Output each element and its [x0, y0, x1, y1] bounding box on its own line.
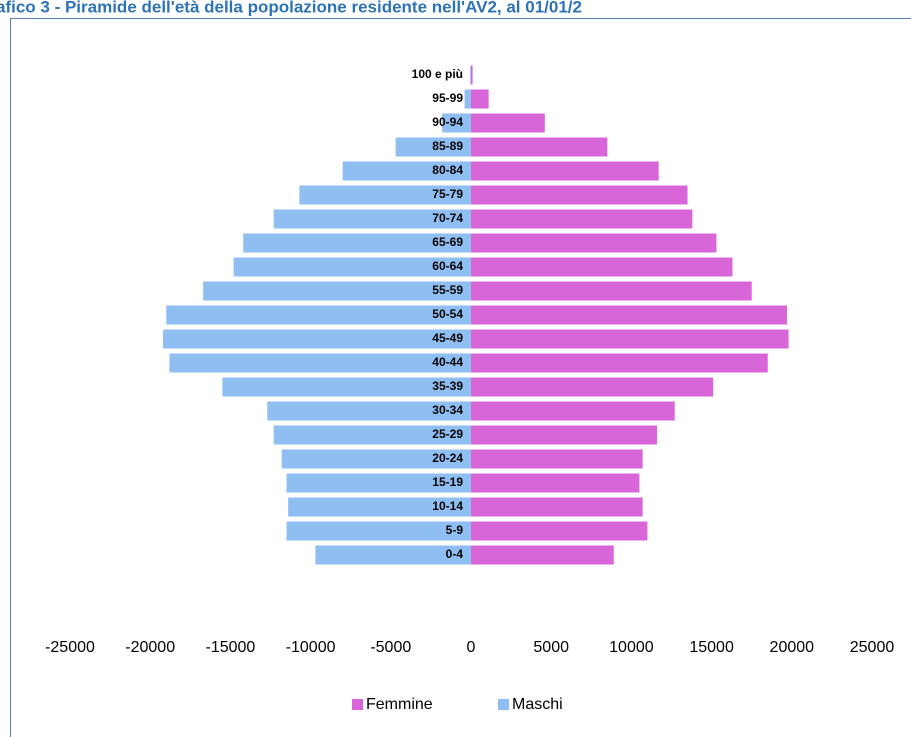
category-label: 45-49 [432, 331, 463, 345]
bar [471, 497, 643, 517]
bar [471, 137, 608, 157]
bar [288, 497, 471, 517]
bar [471, 545, 614, 565]
category-label: 95-99 [432, 91, 463, 105]
category-label: 100 e più [412, 67, 463, 81]
category-label: 15-19 [432, 475, 463, 489]
bar [299, 185, 471, 205]
bar [203, 281, 471, 301]
category-label: 30-34 [432, 403, 463, 417]
bar [163, 329, 472, 349]
legend-swatch [498, 699, 509, 710]
bar [267, 401, 471, 421]
bar [471, 185, 688, 205]
bar [471, 65, 473, 85]
bar [166, 305, 472, 325]
bar [464, 89, 471, 109]
category-label: 75-79 [432, 187, 463, 201]
category-label: 5-9 [446, 523, 464, 537]
x-tick-label: -25000 [45, 639, 95, 656]
bar [471, 281, 752, 301]
bar [471, 449, 643, 469]
bar [471, 161, 659, 181]
x-tick-label: -10000 [286, 639, 336, 656]
category-label: 25-29 [432, 427, 463, 441]
x-tick-label: 0 [467, 639, 476, 656]
category-label: 90-94 [432, 115, 463, 129]
bar [471, 425, 658, 445]
bar [471, 377, 714, 397]
bar [342, 161, 471, 181]
x-tick-label: 25000 [850, 639, 895, 656]
bar [442, 113, 471, 133]
bar [471, 353, 768, 373]
x-tick-label: -5000 [370, 639, 411, 656]
category-label: 55-59 [432, 283, 463, 297]
bar [273, 425, 471, 445]
bar [222, 377, 471, 397]
bar [315, 545, 471, 565]
legend-swatch [352, 699, 363, 710]
bar [470, 65, 471, 85]
category-label: 60-64 [432, 259, 463, 273]
bar [471, 401, 675, 421]
x-tick-label: 20000 [770, 639, 815, 656]
category-label: 40-44 [432, 355, 463, 369]
category-label: 80-84 [432, 163, 463, 177]
category-label: 85-89 [432, 139, 463, 153]
bar [169, 353, 471, 373]
category-label: 35-39 [432, 379, 463, 393]
bar [286, 521, 471, 541]
x-tick-label: 5000 [533, 639, 569, 656]
category-label: 20-24 [432, 451, 463, 465]
bar [273, 209, 471, 229]
x-tick-label: 15000 [689, 639, 734, 656]
bar [286, 473, 471, 493]
x-tick-label: -15000 [205, 639, 255, 656]
bar [471, 473, 640, 493]
category-label: 10-14 [432, 499, 463, 513]
bar [471, 89, 489, 109]
bar [243, 233, 471, 253]
category-label: 65-69 [432, 235, 463, 249]
chart-frame [10, 18, 911, 737]
bar [471, 305, 787, 325]
bar [471, 209, 693, 229]
bar [471, 113, 545, 133]
bar [281, 449, 471, 469]
x-tick-label: 10000 [609, 639, 654, 656]
bar [471, 233, 717, 253]
category-label: 50-54 [432, 307, 463, 321]
chart-title: afico 3 - Piramide dell'età della popola… [0, 0, 582, 16]
category-label: 70-74 [432, 211, 463, 225]
bar [395, 137, 471, 157]
legend-label: Maschi [512, 696, 563, 713]
bar [233, 257, 471, 277]
category-label: 0-4 [446, 547, 464, 561]
bar [471, 257, 733, 277]
bar [471, 329, 789, 349]
legend-label: Femmine [366, 696, 433, 713]
bar [471, 521, 648, 541]
x-tick-label: -20000 [125, 639, 175, 656]
